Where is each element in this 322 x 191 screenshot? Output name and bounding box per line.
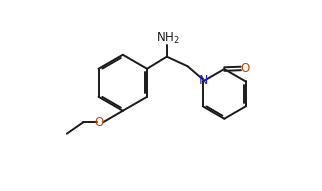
Text: N: N <box>199 74 208 87</box>
Text: NH$_2$: NH$_2$ <box>156 31 179 46</box>
Text: O: O <box>241 62 250 75</box>
Text: O: O <box>94 116 104 129</box>
